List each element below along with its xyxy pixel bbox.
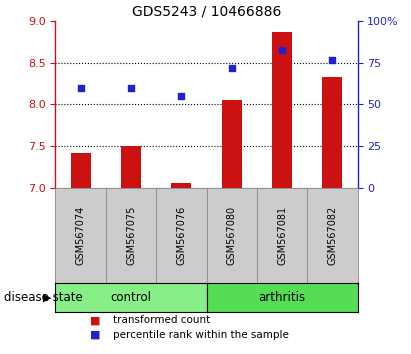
Point [329,57,336,62]
Text: GSM567075: GSM567075 [126,206,136,265]
Bar [171,183,192,188]
Text: transformed count: transformed count [113,315,210,325]
Text: arthritis: arthritis [259,291,306,304]
Point [77,85,84,91]
Bar [121,146,141,188]
Text: disease state: disease state [4,291,83,304]
Title: GDS5243 / 10466886: GDS5243 / 10466886 [132,5,281,19]
Bar [222,100,242,188]
Text: GSM567082: GSM567082 [328,206,337,265]
Text: GSM567080: GSM567080 [227,206,237,265]
Text: ■: ■ [90,315,101,325]
Text: percentile rank within the sample: percentile rank within the sample [113,330,289,339]
Text: GSM567074: GSM567074 [76,206,85,265]
Text: GSM567081: GSM567081 [277,206,287,265]
Text: GSM567076: GSM567076 [176,206,186,265]
Text: ■: ■ [90,330,101,339]
Bar [322,77,342,188]
Point [178,93,185,99]
Text: ▶: ▶ [43,292,51,302]
Bar [71,153,91,188]
Text: control: control [111,291,152,304]
Point [279,47,285,52]
Bar [272,32,292,188]
Point [128,85,134,91]
Point [229,65,235,71]
